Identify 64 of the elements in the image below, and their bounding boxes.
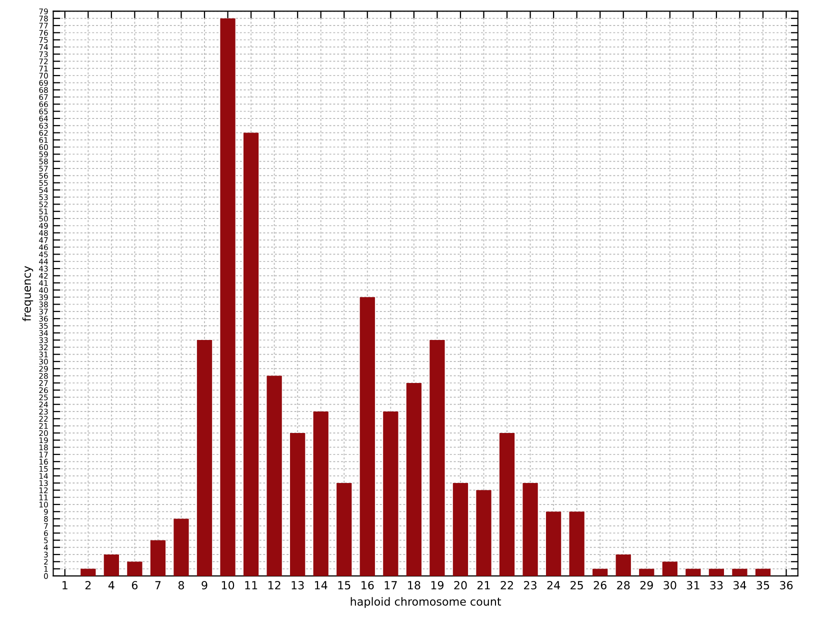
x-tick-label: 15 [338,581,350,590]
x-tick-label: 14 [315,581,328,590]
x-tick-label: 9 [202,581,208,590]
bar [476,490,492,576]
x-tick-label: 11 [245,581,258,590]
bar [639,568,654,576]
bar [546,512,562,576]
bar [430,340,445,576]
bar [150,540,166,576]
x-tick-label: 28 [617,581,630,590]
x-tick-label: 31 [686,581,700,590]
x-tick-label: 8 [178,581,184,590]
bar [406,382,422,576]
y-axis-title: frequency [22,266,34,322]
bar [522,483,538,576]
x-tick-label: 6 [132,581,138,590]
bar [243,132,259,576]
bar [313,412,328,576]
bar [80,568,96,576]
bar [174,518,189,576]
bar [383,412,398,576]
x-tick-label: 19 [431,581,444,590]
bar [290,432,306,576]
x-tick-label: 34 [733,581,746,590]
bar [686,568,701,576]
bar [499,432,515,576]
bar [127,562,142,576]
x-tick-label: 30 [664,581,676,590]
x-tick-label: 20 [454,581,467,590]
bar [708,568,724,576]
x-tick-label: 18 [408,581,420,590]
x-tick-label: 7 [155,581,161,590]
x-tick-label: 4 [108,581,114,590]
bar [662,562,678,576]
x-tick-label: 21 [477,581,490,590]
x-tick-label: 17 [384,581,397,590]
bar [266,376,282,576]
bar [755,568,771,576]
x-tick-label: 26 [594,581,606,590]
bar [592,568,608,576]
bar [732,568,748,576]
bar [616,554,631,576]
x-tick-label: 23 [524,581,536,590]
x-tick-label: 2 [85,581,91,590]
bar [569,512,584,576]
x-tick-label: 29 [640,581,653,590]
x-tick-label: 13 [292,581,304,590]
bar [104,554,119,576]
x-tick-label: 1 [62,581,68,590]
x-tick-label: 25 [570,581,583,590]
x-tick-label: 10 [222,581,234,590]
x-tick-label: 36 [780,581,793,590]
x-tick-label: 24 [547,581,560,590]
x-tick-label: 22 [500,581,513,590]
bar [336,483,352,576]
bar [360,297,375,576]
x-axis-title: haploid chromosome count [350,597,502,608]
bar [220,18,236,576]
x-tick-label: 16 [362,581,374,590]
bar [196,340,212,576]
x-tick-label: 35 [756,581,770,590]
x-tick-label: 12 [268,581,280,590]
bar [452,483,468,576]
x-tick-label: 33 [710,581,723,590]
